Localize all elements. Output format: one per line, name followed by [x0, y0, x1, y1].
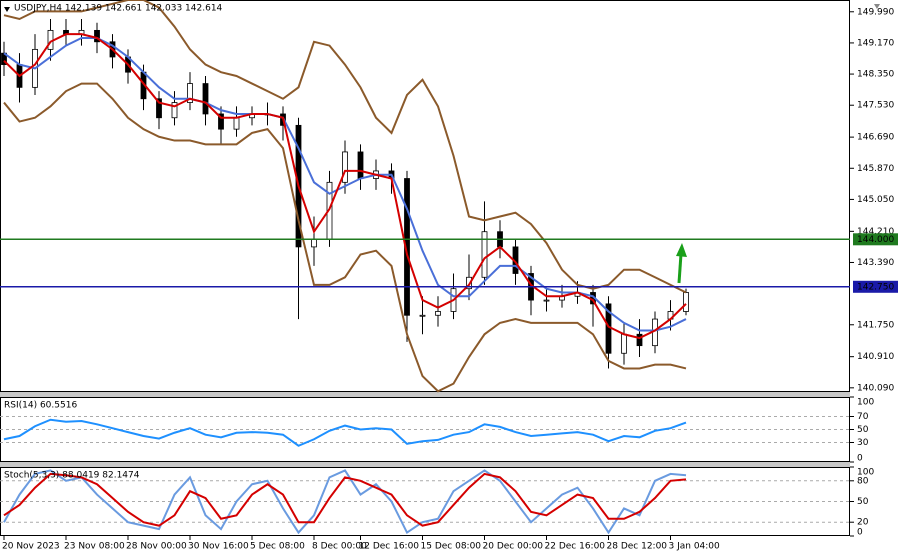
x-tick-label: 8 Dec 00:00 — [312, 542, 367, 552]
x-tick-label: 23 Nov 08:00 — [64, 542, 125, 552]
candle-body — [94, 29, 100, 43]
x-tick-label: 20 Nov 2023 — [2, 542, 60, 552]
y-tick-label: 141.750 — [857, 320, 894, 330]
indicator-line — [3, 472, 687, 527]
candle-body — [218, 113, 224, 130]
candle-body — [187, 83, 193, 103]
separator — [0, 462, 850, 467]
y-tick-label: 144.210 — [857, 227, 894, 237]
y-tick-label: 149.170 — [857, 38, 894, 48]
y-tick-label: 50 — [857, 425, 869, 435]
candle-body — [311, 238, 317, 248]
candle-body — [233, 117, 240, 130]
candle-body — [156, 98, 162, 119]
candle-body — [171, 102, 178, 119]
panel-title: USDJPY,H4 142.139 142.661 142.033 142.61… — [14, 4, 223, 14]
y-tick-label: 149.990 — [857, 7, 894, 17]
x-tick-label: 20 Dec 00:00 — [483, 542, 544, 552]
level-label-box — [853, 233, 898, 246]
indicator-line — [3, 82, 687, 393]
x-tick-label: 5 Dec 08:00 — [250, 542, 305, 552]
indicator-line — [3, 418, 687, 447]
y-tick-label: 147.530 — [857, 101, 894, 111]
indicator-line — [3, 36, 687, 332]
candle-body — [683, 292, 689, 312]
menu-icon[interactable] — [874, 4, 880, 9]
y-tick-label: 145.050 — [857, 195, 894, 205]
x-tick-label: 28 Nov 00:00 — [126, 542, 187, 552]
candle-body — [621, 333, 627, 354]
y-tick-label: 100 — [857, 398, 874, 408]
x-tick-label: 28 Dec 12:00 — [607, 542, 668, 552]
y-tick-label: 20 — [857, 518, 869, 528]
candle-body — [357, 151, 364, 179]
y-tick-label: 140.910 — [857, 352, 894, 362]
x-tick-label: 15 Dec 08:00 — [421, 542, 482, 552]
x-tick-label: 30 Nov 16:00 — [188, 542, 249, 552]
separator — [0, 392, 850, 397]
y-tick-label: 143.390 — [857, 258, 894, 268]
indicator-line — [3, 0, 687, 294]
candle-body — [202, 83, 209, 115]
trend-arrow — [676, 243, 687, 284]
candle-body — [419, 314, 426, 317]
y-tick-label: 70 — [857, 412, 869, 422]
panel-title: Stoch(5,3,3) 88.0419 82.1474 — [4, 471, 140, 481]
y-tick-label: 0 — [857, 454, 863, 464]
y-tick-label: 145.870 — [857, 164, 894, 174]
symbol-icon — [4, 7, 10, 12]
indicator-line — [3, 33, 687, 340]
x-tick-label: 3 Jan 04:00 — [669, 542, 721, 552]
y-tick-label: 148.350 — [857, 70, 894, 80]
level-label-box — [853, 280, 898, 293]
y-tick-label: 0 — [857, 528, 863, 538]
y-tick-label: 100 — [857, 468, 874, 478]
panel-frame — [0, 0, 850, 392]
y-tick-label: 30 — [857, 438, 869, 448]
candle-body — [636, 333, 643, 347]
panel-title: RSI(14) 60.5516 — [4, 401, 77, 411]
level-label: 142.750 — [857, 282, 894, 292]
x-tick-label: 22 Dec 16:00 — [545, 542, 606, 552]
candle-body — [481, 231, 488, 278]
candle-body — [342, 151, 348, 183]
indicator-line — [3, 469, 687, 535]
candle-body — [435, 311, 441, 316]
y-tick-label: 146.690 — [857, 133, 894, 143]
y-tick-label: 80 — [857, 476, 869, 486]
x-tick-label: 12 Dec 16:00 — [359, 542, 420, 552]
candle-body — [543, 299, 550, 302]
level-label: 144.000 — [857, 235, 894, 245]
y-tick-label: 50 — [857, 497, 869, 507]
y-tick-label: 140.090 — [857, 383, 894, 393]
